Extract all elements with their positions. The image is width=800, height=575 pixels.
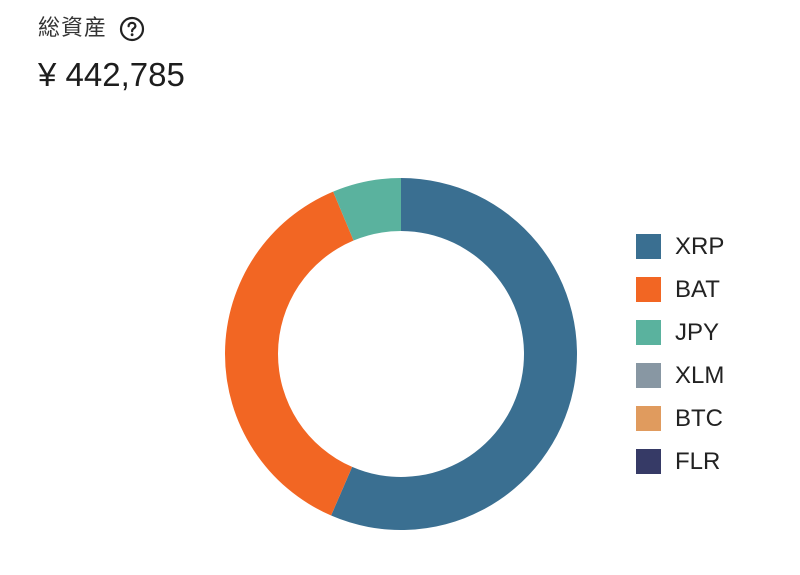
legend-item-btc[interactable]: BTC — [636, 397, 724, 440]
legend-label-flr: FLR — [675, 447, 721, 475]
legend-label-xlm: XLM — [675, 361, 725, 389]
legend-item-xrp[interactable]: XRP — [636, 225, 724, 268]
legend-swatch-btc — [636, 406, 661, 431]
legend-swatch-flr — [636, 449, 661, 474]
donut-slice-bat[interactable] — [225, 191, 354, 516]
donut-slice-xrp[interactable] — [331, 178, 577, 530]
total-assets-label: 総資産 — [38, 16, 108, 41]
legend-item-bat[interactable]: BAT — [636, 268, 724, 311]
legend-item-xlm[interactable]: XLM — [636, 354, 724, 397]
total-assets-header: 総資産 — [38, 14, 145, 44]
legend-swatch-jpy — [636, 320, 661, 345]
help-icon[interactable] — [119, 16, 145, 42]
legend-label-jpy: JPY — [675, 318, 720, 346]
legend-item-flr[interactable]: FLR — [636, 440, 724, 483]
donut-slice-jpy[interactable] — [333, 178, 401, 241]
legend-label-bat: BAT — [675, 275, 720, 303]
legend-swatch-xlm — [636, 363, 661, 388]
legend-item-jpy[interactable]: JPY — [636, 311, 724, 354]
legend-label-btc: BTC — [675, 404, 723, 432]
legend-label-xrp: XRP — [675, 232, 725, 260]
legend-swatch-xrp — [636, 234, 661, 259]
chart-legend: XRP BAT JPY XLM BTC FLR — [636, 225, 724, 483]
legend-swatch-bat — [636, 277, 661, 302]
total-assets-value: ¥ 442,785 — [38, 56, 185, 93]
